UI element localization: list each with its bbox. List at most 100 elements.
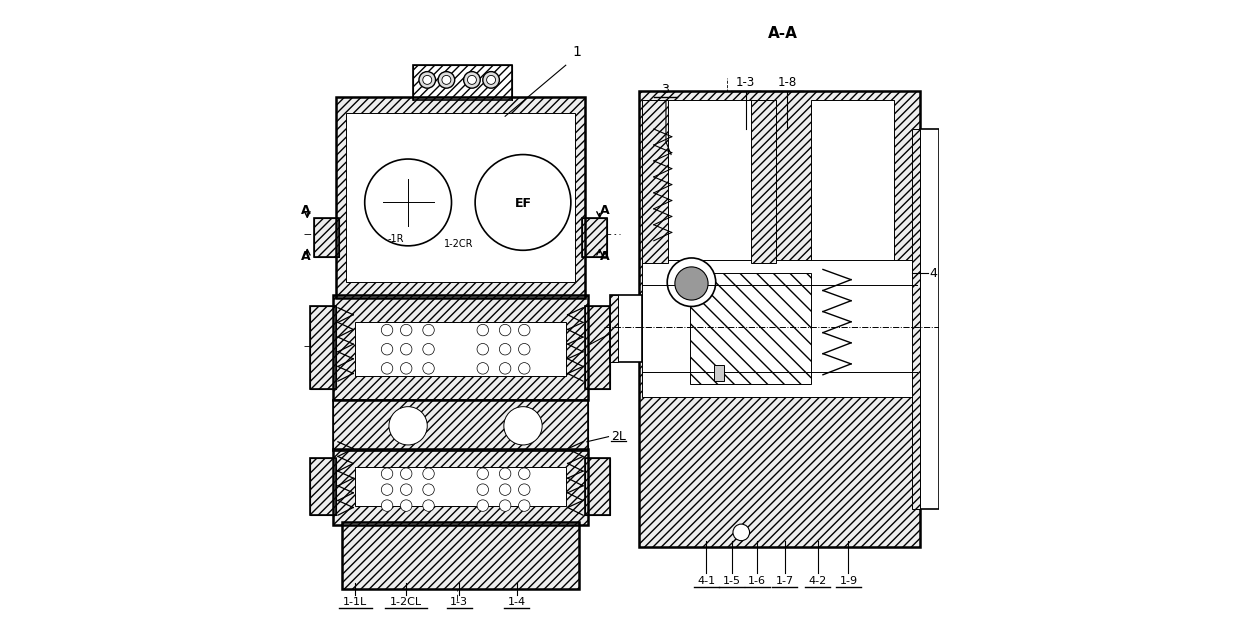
Circle shape (382, 468, 393, 479)
Bar (332, 295, 588, 400)
Bar (342, 522, 579, 588)
Text: 4: 4 (930, 267, 937, 280)
Circle shape (518, 500, 529, 512)
Circle shape (500, 468, 511, 479)
Circle shape (401, 344, 412, 355)
Circle shape (464, 72, 480, 88)
Bar (310, 306, 336, 389)
Circle shape (500, 344, 511, 355)
Circle shape (667, 258, 715, 306)
Bar (342, 522, 579, 588)
Circle shape (477, 468, 489, 479)
Text: 2L: 2L (611, 430, 626, 443)
Bar (582, 219, 608, 256)
Bar (413, 65, 512, 100)
Bar (639, 91, 920, 547)
Bar (582, 219, 608, 256)
Text: 1-2CR: 1-2CR (444, 239, 474, 249)
Circle shape (365, 159, 451, 246)
Text: A-A: A-A (768, 26, 797, 41)
Circle shape (518, 363, 529, 374)
Circle shape (500, 363, 511, 374)
Circle shape (500, 484, 511, 495)
Bar (332, 449, 588, 525)
Circle shape (401, 500, 412, 512)
Text: A: A (301, 204, 311, 217)
Bar (310, 458, 336, 515)
Text: 4-1: 4-1 (697, 576, 715, 586)
Text: 1-3: 1-3 (450, 597, 469, 608)
Text: 2R: 2R (611, 328, 627, 341)
Circle shape (477, 324, 489, 336)
Circle shape (438, 72, 455, 88)
Circle shape (389, 406, 428, 445)
Text: 1-8: 1-8 (777, 76, 797, 90)
Bar (314, 219, 340, 256)
Circle shape (423, 324, 434, 336)
Circle shape (477, 344, 489, 355)
Circle shape (401, 363, 412, 374)
Bar (642, 260, 916, 397)
Bar (920, 129, 939, 509)
Bar (314, 219, 340, 256)
Bar (585, 458, 610, 515)
Bar (714, 365, 724, 381)
Circle shape (486, 76, 496, 85)
Bar (413, 65, 512, 100)
Text: A: A (600, 204, 610, 217)
Bar (642, 100, 776, 263)
Circle shape (423, 344, 434, 355)
Circle shape (441, 76, 451, 85)
Circle shape (401, 324, 412, 336)
Circle shape (423, 468, 434, 479)
Text: -1R: -1R (387, 235, 403, 244)
Bar (913, 129, 920, 509)
Text: A: A (600, 250, 610, 263)
Circle shape (477, 484, 489, 495)
Bar (336, 97, 585, 298)
Circle shape (733, 524, 749, 541)
Bar (610, 295, 642, 362)
Circle shape (423, 484, 434, 495)
Circle shape (423, 363, 434, 374)
Text: 1-6: 1-6 (748, 576, 766, 586)
Circle shape (401, 484, 412, 495)
Bar (310, 306, 336, 389)
Bar (332, 295, 588, 400)
Bar (585, 458, 610, 515)
Bar (346, 113, 575, 282)
Text: 1-7: 1-7 (775, 576, 794, 586)
Circle shape (382, 344, 393, 355)
Bar (332, 449, 588, 525)
Bar (691, 272, 811, 385)
Circle shape (518, 324, 529, 336)
Circle shape (382, 500, 393, 512)
Circle shape (482, 72, 500, 88)
Bar (610, 295, 618, 362)
Text: 4-2: 4-2 (808, 576, 827, 586)
Text: 3: 3 (661, 83, 670, 96)
Circle shape (423, 500, 434, 512)
Circle shape (382, 484, 393, 495)
Text: 1-3: 1-3 (737, 76, 755, 90)
Bar (355, 467, 565, 506)
Bar (751, 100, 776, 263)
Circle shape (518, 468, 529, 479)
Bar (811, 100, 894, 263)
Bar (355, 322, 565, 376)
Circle shape (382, 363, 393, 374)
Text: 1: 1 (572, 45, 582, 59)
Text: 1-5: 1-5 (723, 576, 740, 586)
Circle shape (518, 344, 529, 355)
Circle shape (477, 500, 489, 512)
Circle shape (518, 484, 529, 495)
Bar (336, 97, 585, 298)
Circle shape (423, 76, 432, 85)
Circle shape (500, 324, 511, 336)
Text: 1-9: 1-9 (839, 576, 858, 586)
Circle shape (467, 76, 476, 85)
Text: 1-4: 1-4 (507, 597, 526, 608)
Circle shape (475, 154, 570, 250)
Circle shape (419, 72, 435, 88)
Bar (332, 400, 588, 451)
